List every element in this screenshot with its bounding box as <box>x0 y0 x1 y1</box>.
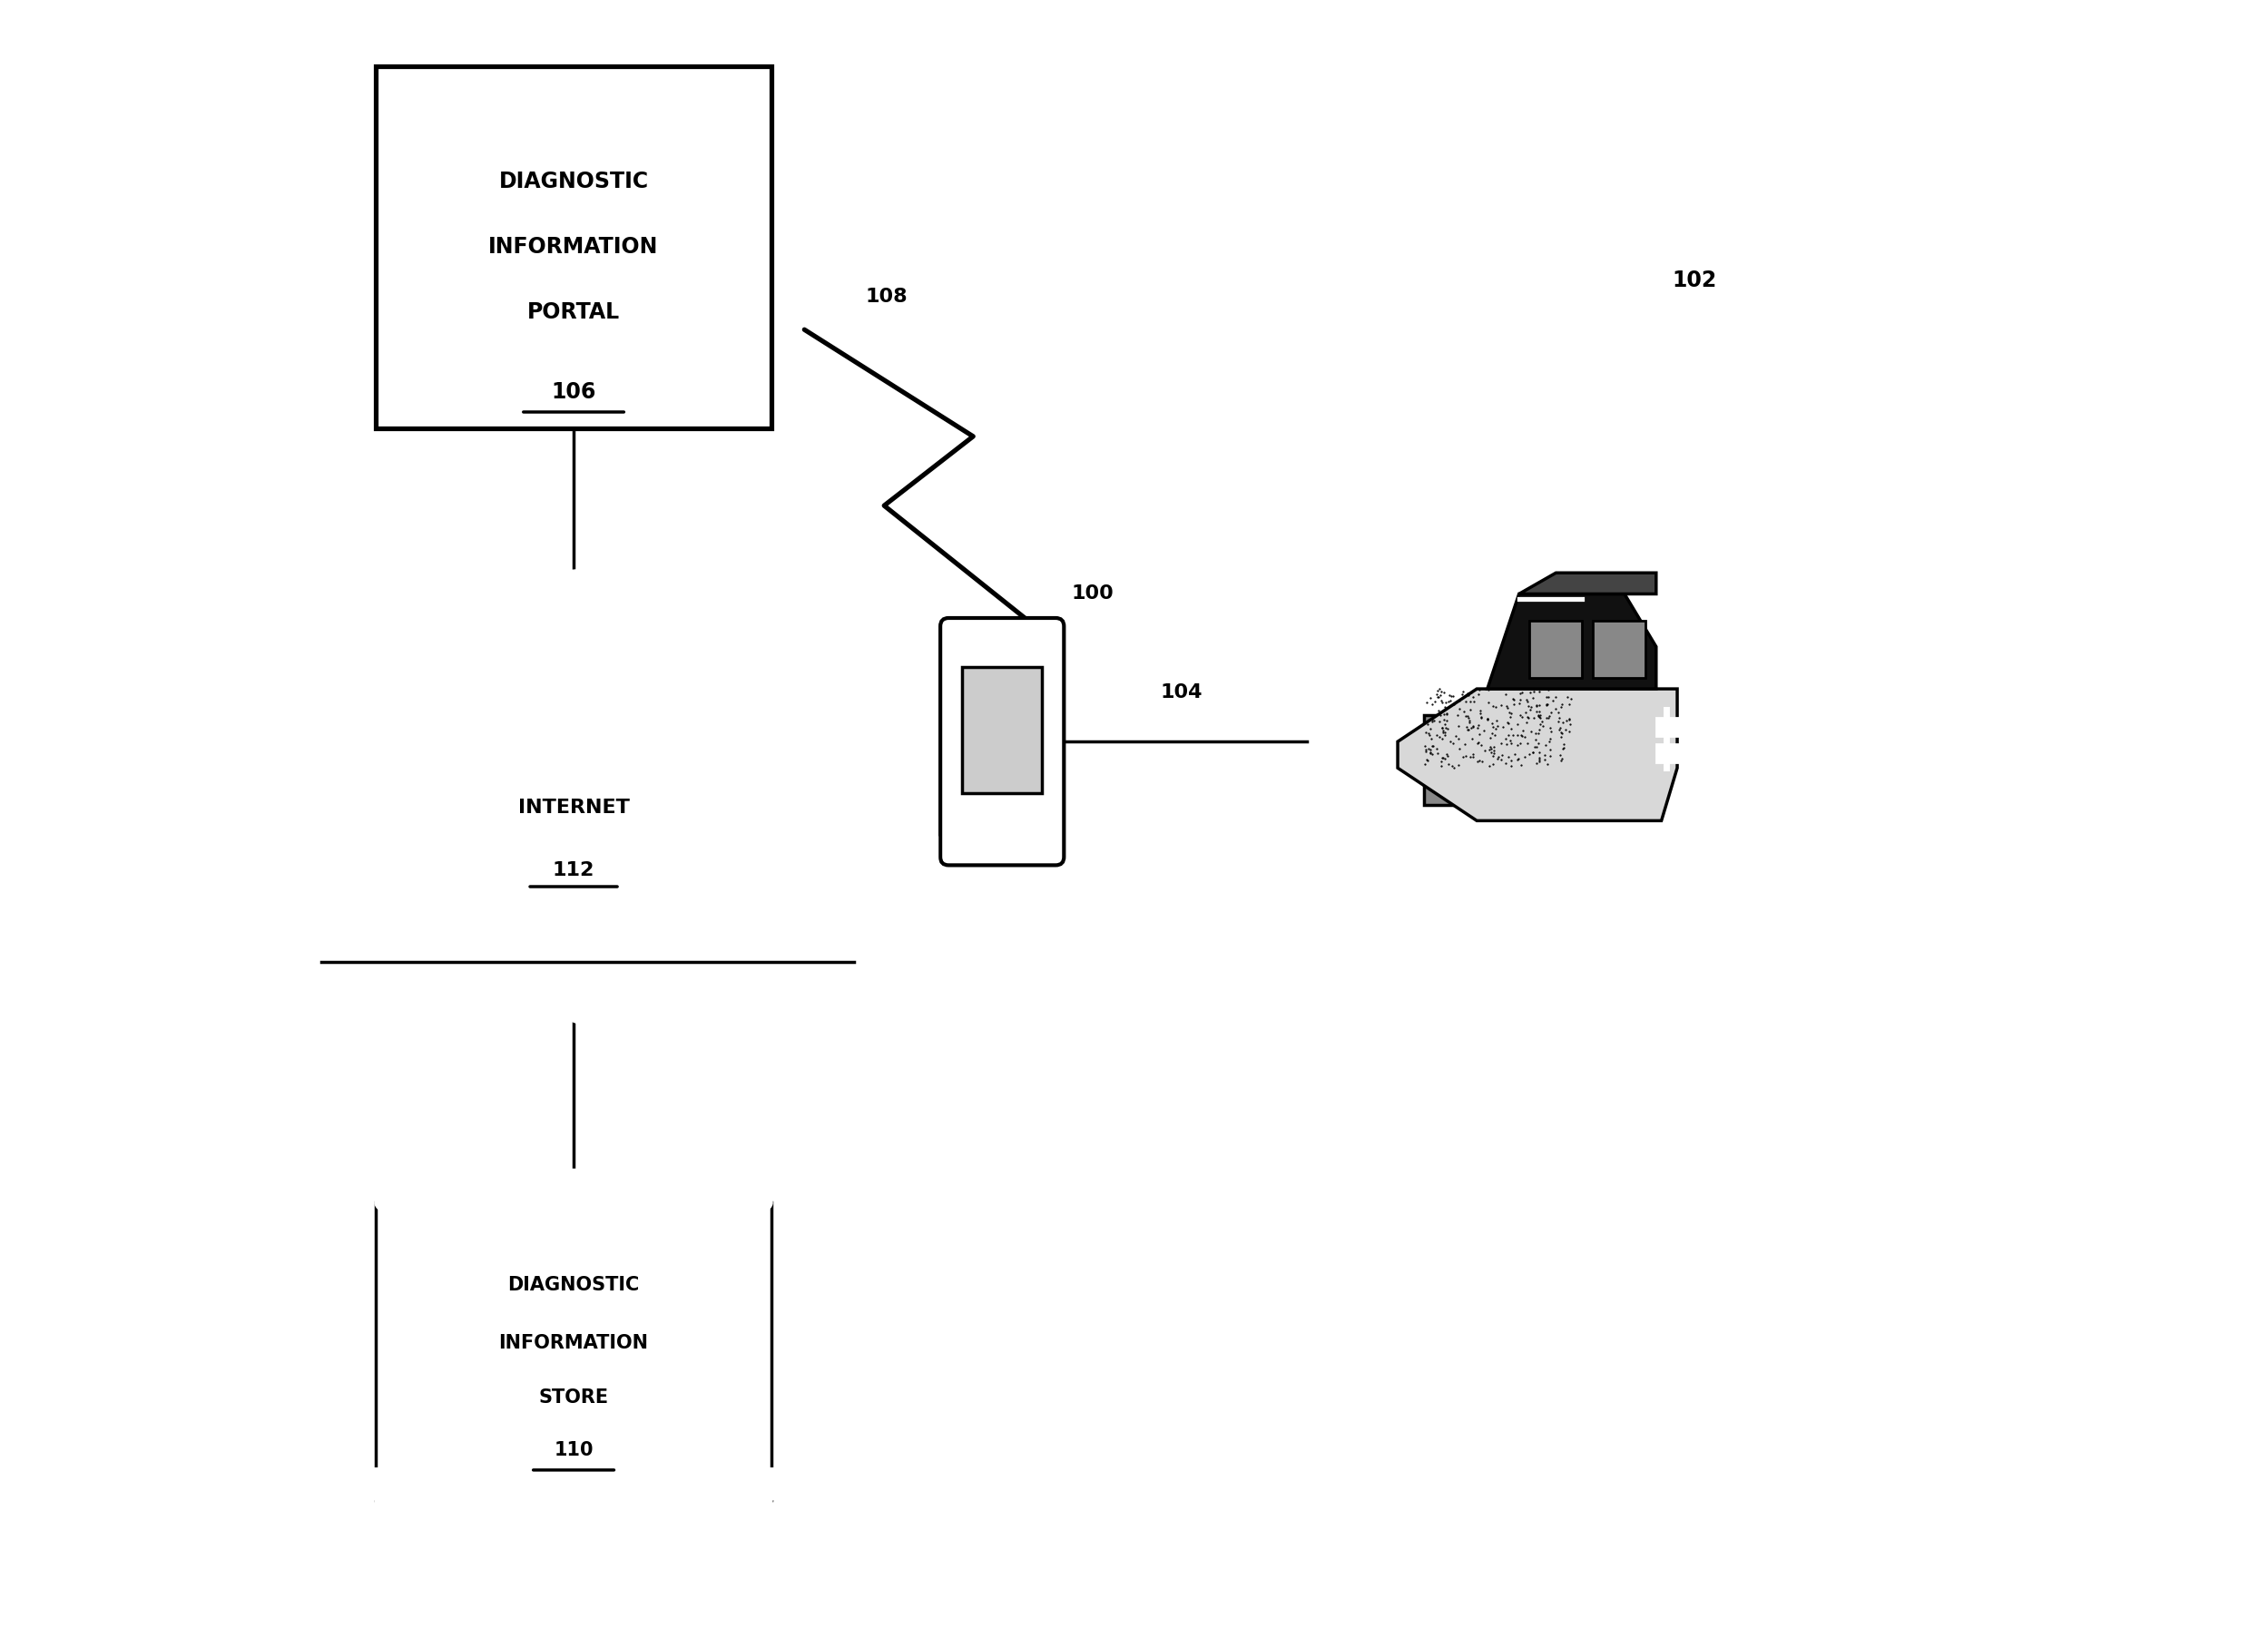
Text: 102: 102 <box>1672 269 1717 292</box>
Ellipse shape <box>376 1467 771 1533</box>
Circle shape <box>231 719 467 953</box>
FancyBboxPatch shape <box>962 666 1043 793</box>
Polygon shape <box>1556 715 1647 804</box>
Text: DIAGNOSTIC: DIAGNOSTIC <box>508 1276 640 1295</box>
Circle shape <box>463 695 798 1032</box>
Text: 108: 108 <box>866 287 907 307</box>
Polygon shape <box>1529 620 1583 679</box>
Polygon shape <box>1488 593 1656 689</box>
Circle shape <box>694 719 930 953</box>
Text: 110: 110 <box>553 1440 594 1460</box>
Circle shape <box>293 625 601 933</box>
Text: 112: 112 <box>553 860 594 880</box>
Text: 104: 104 <box>1161 682 1202 702</box>
Text: STORE: STORE <box>538 1388 608 1407</box>
Polygon shape <box>1397 689 1678 821</box>
Bar <box>1656 719 1683 737</box>
Text: INFORMATION: INFORMATION <box>488 236 658 259</box>
Bar <box>376 1203 771 1500</box>
Circle shape <box>433 569 742 877</box>
Bar <box>358 1467 787 1500</box>
Text: PORTAL: PORTAL <box>526 302 619 323</box>
Text: INFORMATION: INFORMATION <box>499 1333 649 1353</box>
Polygon shape <box>1520 574 1656 593</box>
Ellipse shape <box>1467 789 1529 842</box>
Bar <box>1656 745 1683 763</box>
Text: INTERNET: INTERNET <box>517 798 631 817</box>
Text: 106: 106 <box>551 381 596 404</box>
FancyBboxPatch shape <box>376 66 771 428</box>
Polygon shape <box>1424 715 1556 804</box>
Polygon shape <box>1592 620 1647 679</box>
Text: DIAGNOSTIC: DIAGNOSTIC <box>499 171 649 193</box>
Ellipse shape <box>376 1170 771 1236</box>
Ellipse shape <box>1592 789 1656 842</box>
Bar <box>209 836 939 1004</box>
Text: 100: 100 <box>1070 583 1114 603</box>
Circle shape <box>594 631 862 900</box>
FancyBboxPatch shape <box>941 618 1064 865</box>
Circle shape <box>993 832 1012 850</box>
